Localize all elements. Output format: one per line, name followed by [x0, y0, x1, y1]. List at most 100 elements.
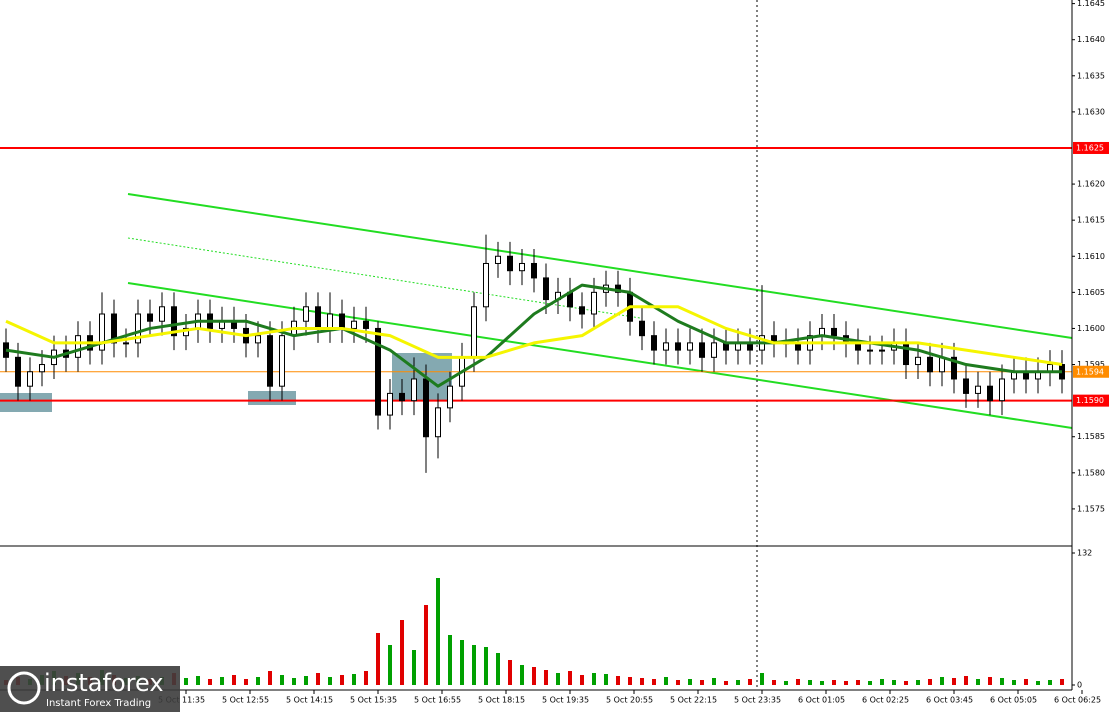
candle-body: [339, 313, 345, 329]
y-tick-label: 1.1580: [1077, 468, 1105, 477]
candle-body: [543, 277, 549, 301]
candle-body: [831, 327, 837, 337]
volume-bar: [676, 680, 680, 685]
volume-bar: [892, 680, 896, 685]
candle-body: [999, 378, 1005, 402]
candle-body: [75, 335, 81, 358]
candle-body: [147, 313, 153, 322]
volume-bar: [424, 605, 428, 685]
candle-body: [699, 342, 705, 358]
volume-bar: [832, 680, 836, 685]
volume-bar: [496, 653, 500, 685]
zone-box: [0, 393, 52, 412]
volume-bar: [364, 671, 368, 685]
volume-tick-label: 132: [1077, 549, 1092, 558]
volume-bar: [688, 679, 692, 685]
channel-line: [127, 282, 1073, 429]
candle-body: [303, 306, 309, 322]
candle-body: [495, 255, 501, 264]
x-tick-label: 6 Oct 02:25: [862, 696, 909, 705]
price-level-label: 1.1590: [1076, 396, 1104, 405]
volume-bar: [760, 673, 764, 685]
volume-bar: [1036, 681, 1040, 685]
price-level-box: [1073, 365, 1109, 378]
candle-body: [423, 378, 429, 438]
volume-tick-label: 0: [1077, 681, 1082, 690]
candle-body: [651, 335, 657, 351]
price-level-box: [1073, 394, 1109, 407]
y-tick-label: 1.1630: [1077, 107, 1105, 116]
volume-bar: [208, 679, 212, 685]
logo-name: instaforex: [44, 669, 164, 697]
y-tick-label: 1.1645: [1077, 0, 1105, 8]
volume-bar: [628, 677, 632, 685]
y-tick-label: 1.1605: [1077, 288, 1105, 297]
x-tick-label: 6 Oct 06:25: [1054, 696, 1101, 705]
volume-bar: [700, 680, 704, 685]
candle-body: [675, 342, 681, 351]
volume-bar: [664, 677, 668, 685]
y-tick-label: 1.1610: [1077, 252, 1105, 261]
candle-body: [519, 262, 525, 272]
candle-body: [363, 320, 369, 329]
candle-body: [987, 385, 993, 402]
candle-body: [267, 335, 273, 387]
volume-bar: [868, 681, 872, 685]
volume-bar: [916, 680, 920, 685]
volume-bar: [376, 633, 380, 685]
volume-bar: [196, 676, 200, 685]
y-tick-label: 1.1620: [1077, 180, 1105, 189]
volume-bar: [844, 681, 848, 685]
price-level-box: [1073, 141, 1109, 154]
x-tick-label: 5 Oct 18:15: [478, 696, 525, 705]
volume-bar: [724, 681, 728, 685]
volume-bar: [1048, 680, 1052, 685]
candle-body: [99, 313, 105, 351]
volume-bar: [532, 667, 536, 685]
y-tick-label: 1.1635: [1077, 71, 1105, 80]
volume-bar: [640, 678, 644, 685]
volume-bar: [556, 673, 560, 685]
volume-bar: [460, 640, 464, 685]
volume-bar: [712, 678, 716, 685]
moving-average: [5, 305, 1063, 367]
volume-bar: [856, 680, 860, 685]
volume-bar: [328, 677, 332, 685]
candle-body: [171, 306, 177, 337]
volume-bar: [184, 678, 188, 685]
candle-body: [471, 306, 477, 358]
channel-line: [127, 193, 1073, 339]
volume-bar: [1024, 679, 1028, 685]
candle-body: [315, 306, 321, 329]
x-tick-label: 5 Oct 12:55: [222, 696, 269, 705]
logo-icon: [7, 671, 41, 705]
volume-bar: [616, 676, 620, 685]
volume-bar: [976, 679, 980, 685]
x-tick-label: 5 Oct 22:15: [670, 696, 717, 705]
axis: 1.1575 1.1580 1.1585 1.1595 1.1600 1.1605 1.16…: [158, 0, 1109, 705]
candle-body: [327, 313, 333, 329]
candle-body: [27, 371, 33, 387]
candle-body: [39, 364, 45, 373]
candle-body: [951, 356, 957, 380]
candle-body: [135, 313, 141, 344]
candle-body: [399, 392, 405, 402]
volume-bar: [940, 677, 944, 685]
volume-bar: [1000, 678, 1004, 685]
candle-body: [687, 342, 693, 351]
volume-bar: [952, 678, 956, 685]
volume-bar: [388, 645, 392, 685]
candle-body: [915, 356, 921, 366]
volume-bar: [232, 675, 236, 685]
volume-bar: [568, 671, 572, 685]
x-tick-label: 5 Oct 19:35: [542, 696, 589, 705]
candle-body: [483, 262, 489, 308]
candle-body: [927, 356, 933, 373]
candle-body: [531, 262, 537, 279]
volume-bar: [220, 677, 224, 685]
moving-average: [5, 283, 1062, 388]
volume-bar: [808, 680, 812, 685]
volume-bar: [736, 680, 740, 685]
volume-bar: [484, 647, 488, 685]
candle-body: [15, 356, 21, 387]
